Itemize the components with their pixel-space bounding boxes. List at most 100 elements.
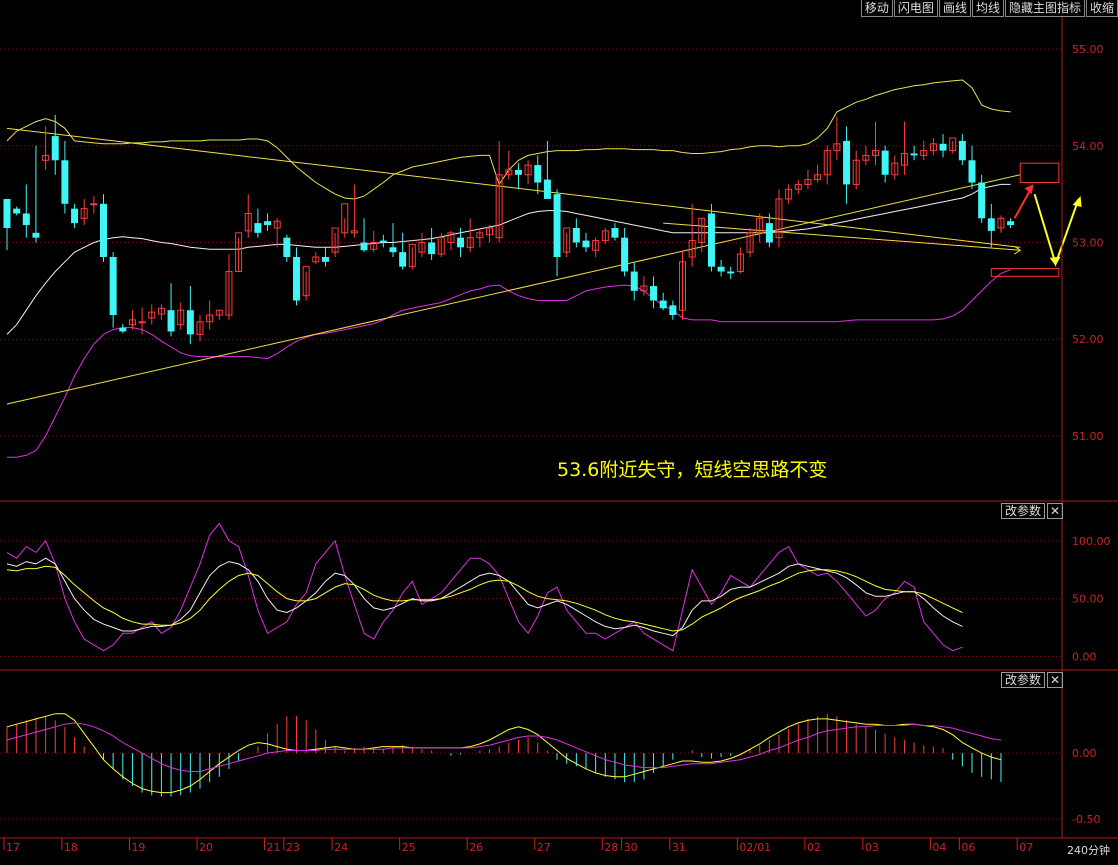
candle[interactable] <box>428 227 436 260</box>
candle[interactable] <box>215 309 223 320</box>
candle[interactable] <box>843 126 851 204</box>
candle[interactable] <box>785 184 793 204</box>
candle[interactable] <box>321 247 329 267</box>
candle[interactable] <box>283 234 291 262</box>
candle[interactable] <box>968 145 976 190</box>
candle[interactable] <box>61 140 69 214</box>
candle[interactable] <box>611 223 619 241</box>
candle[interactable] <box>206 300 214 330</box>
candle[interactable] <box>669 300 677 320</box>
candle[interactable] <box>543 140 551 199</box>
candle[interactable] <box>563 227 571 257</box>
candle[interactable] <box>707 203 715 272</box>
candle[interactable] <box>447 230 455 251</box>
candle[interactable] <box>466 218 474 253</box>
candle[interactable] <box>42 126 50 170</box>
candle[interactable] <box>90 196 98 214</box>
candle[interactable] <box>71 203 79 228</box>
candle[interactable] <box>196 315 204 342</box>
candle[interactable] <box>949 137 957 154</box>
candle[interactable] <box>891 155 899 180</box>
candle[interactable] <box>736 247 744 274</box>
candle[interactable] <box>756 213 764 243</box>
candle[interactable] <box>582 232 590 253</box>
candle[interactable] <box>958 134 966 166</box>
candle[interactable] <box>457 227 465 257</box>
candle[interactable] <box>601 227 609 245</box>
candle[interactable] <box>418 232 426 257</box>
candle[interactable] <box>476 227 484 248</box>
candle[interactable] <box>1007 218 1015 228</box>
candle[interactable] <box>3 198 11 251</box>
candle[interactable] <box>765 213 773 248</box>
candle[interactable] <box>148 304 156 325</box>
candle[interactable] <box>794 179 802 195</box>
candle[interactable] <box>177 302 185 330</box>
candle[interactable] <box>939 134 947 158</box>
candle[interactable] <box>630 261 638 301</box>
candle[interactable] <box>32 145 40 243</box>
moving-average-button[interactable]: 均线 <box>971 0 1004 17</box>
candle[interactable] <box>814 165 822 183</box>
candle[interactable] <box>437 232 445 257</box>
candle[interactable] <box>350 184 358 238</box>
candle[interactable] <box>553 189 561 277</box>
candle[interactable] <box>987 203 995 248</box>
candle[interactable] <box>186 286 194 345</box>
candle[interactable] <box>592 237 600 257</box>
candle[interactable] <box>370 230 378 253</box>
candle[interactable] <box>900 121 908 175</box>
candle[interactable] <box>312 252 320 264</box>
candle[interactable] <box>100 194 107 262</box>
candle[interactable] <box>273 218 281 248</box>
candle[interactable] <box>138 307 146 335</box>
candle[interactable] <box>264 213 272 231</box>
kdj-close-icon[interactable]: ✕ <box>1047 503 1064 519</box>
candle[interactable] <box>128 310 136 330</box>
candle[interactable] <box>13 206 21 216</box>
candle[interactable] <box>22 184 30 238</box>
candle[interactable] <box>679 250 686 320</box>
candle[interactable] <box>746 227 754 257</box>
candle[interactable] <box>244 194 252 238</box>
candle[interactable] <box>225 254 233 320</box>
candle[interactable] <box>775 189 783 248</box>
main-price-chart[interactable] <box>3 79 1082 458</box>
candle[interactable] <box>235 232 243 273</box>
kdj-params-button[interactable]: 改参数 <box>1001 503 1046 519</box>
candle[interactable] <box>650 276 658 309</box>
candle[interactable] <box>640 276 648 296</box>
candle[interactable] <box>341 203 349 238</box>
candle[interactable] <box>119 323 127 334</box>
candle[interactable] <box>717 259 725 277</box>
candle[interactable] <box>621 227 629 277</box>
hide-main-indicator-button[interactable]: 隐藏主图指标 <box>1004 0 1085 17</box>
candle[interactable] <box>688 203 696 267</box>
kdj-indicator-panel[interactable] <box>0 522 1061 657</box>
candle[interactable] <box>408 243 416 270</box>
candle[interactable] <box>572 218 580 248</box>
candle[interactable] <box>929 138 937 156</box>
candle[interactable] <box>524 160 532 185</box>
candle[interactable] <box>534 155 542 195</box>
candle[interactable] <box>302 266 310 301</box>
candle[interactable] <box>514 163 522 190</box>
candle[interactable] <box>379 234 387 248</box>
candle[interactable] <box>823 145 831 185</box>
candle[interactable] <box>659 292 667 311</box>
candle[interactable] <box>360 218 368 253</box>
candle[interactable] <box>293 247 300 306</box>
candle[interactable] <box>872 121 879 166</box>
candle[interactable] <box>997 215 1005 233</box>
candle[interactable] <box>486 225 493 243</box>
candle[interactable] <box>862 145 870 166</box>
move-button[interactable]: 移动 <box>860 0 893 17</box>
macd-params-button[interactable]: 改参数 <box>1001 672 1046 688</box>
candle[interactable] <box>254 208 262 238</box>
candle[interactable] <box>920 140 928 161</box>
candle[interactable] <box>804 169 812 190</box>
candle[interactable] <box>157 304 165 320</box>
candle[interactable] <box>167 283 175 337</box>
candle[interactable] <box>51 114 59 175</box>
candle[interactable] <box>399 232 407 270</box>
